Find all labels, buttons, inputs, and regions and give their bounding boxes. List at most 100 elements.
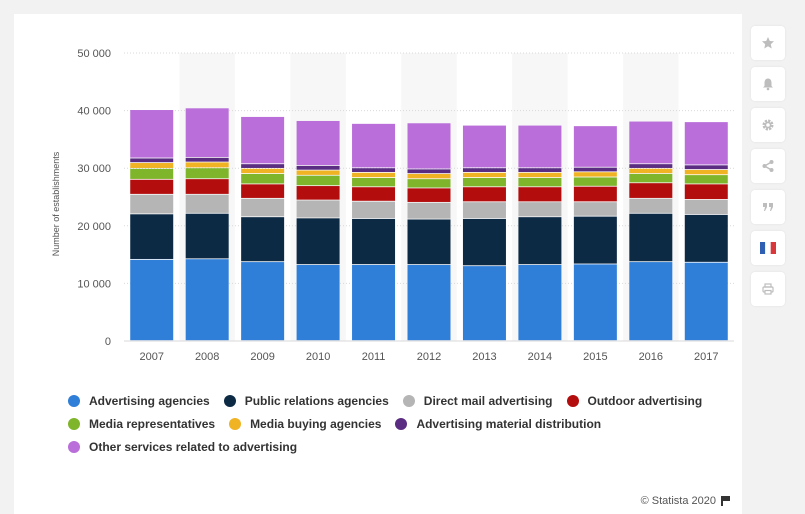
bar-segment[interactable]	[462, 172, 506, 178]
notification-button[interactable]	[751, 67, 785, 101]
bar-segment[interactable]	[518, 187, 562, 202]
bar-segment[interactable]	[573, 202, 617, 216]
bar-segment[interactable]	[684, 184, 728, 200]
legend-item[interactable]: Advertising agencies	[68, 394, 210, 408]
bar-segment[interactable]	[629, 213, 673, 262]
bar-segment[interactable]	[352, 201, 396, 219]
bar-segment[interactable]	[241, 116, 285, 164]
legend-item[interactable]: Media representatives	[68, 417, 215, 431]
bar-segment[interactable]	[185, 168, 229, 179]
bar-segment[interactable]	[629, 262, 673, 341]
bar-segment[interactable]	[352, 187, 396, 201]
bar-segment[interactable]	[185, 259, 229, 341]
bar-segment[interactable]	[573, 264, 617, 341]
bar-segment[interactable]	[130, 163, 174, 168]
legend-item[interactable]: Media buying agencies	[229, 417, 381, 431]
bar-segment[interactable]	[462, 266, 506, 341]
bar-segment[interactable]	[518, 125, 562, 168]
bar-segment[interactable]	[130, 168, 174, 179]
report-flag-icon[interactable]	[721, 496, 730, 506]
bar-segment[interactable]	[407, 179, 451, 188]
legend-item[interactable]: Public relations agencies	[223, 394, 389, 408]
bar-segment[interactable]	[518, 202, 562, 217]
bar-segment[interactable]	[684, 165, 728, 170]
bar-segment[interactable]	[407, 202, 451, 219]
bar-segment[interactable]	[518, 217, 562, 265]
bar-segment[interactable]	[518, 168, 562, 173]
bar-segment[interactable]	[407, 173, 451, 179]
bar-segment[interactable]	[407, 123, 451, 169]
share-button[interactable]	[751, 149, 785, 183]
bar-segment[interactable]	[573, 167, 617, 172]
settings-button[interactable]	[751, 108, 785, 142]
bar-segment[interactable]	[296, 200, 340, 218]
legend-item[interactable]: Other services related to advertising	[68, 440, 297, 454]
bar-segment[interactable]	[684, 214, 728, 262]
bar-segment[interactable]	[407, 264, 451, 341]
bar-segment[interactable]	[241, 198, 285, 217]
bar-segment[interactable]	[462, 202, 506, 219]
bar-segment[interactable]	[407, 169, 451, 174]
bar-segment[interactable]	[296, 165, 340, 170]
bar-segment[interactable]	[296, 264, 340, 341]
bar-segment[interactable]	[352, 264, 396, 341]
legend-item[interactable]: Advertising material distribution	[395, 417, 601, 431]
bar-segment[interactable]	[684, 199, 728, 215]
bar-segment[interactable]	[241, 173, 285, 184]
legend-item[interactable]: Direct mail advertising	[402, 394, 553, 408]
bar-segment[interactable]	[407, 219, 451, 265]
bar-segment[interactable]	[296, 218, 340, 265]
bar-segment[interactable]	[629, 164, 673, 168]
bar-segment[interactable]	[518, 264, 562, 341]
bar-segment[interactable]	[241, 217, 285, 262]
bar-segment[interactable]	[684, 175, 728, 184]
bar-segment[interactable]	[185, 194, 229, 213]
bar-segment[interactable]	[573, 216, 617, 264]
legend-item[interactable]: Outdoor advertising	[566, 394, 702, 408]
bar-segment[interactable]	[573, 172, 617, 177]
favorite-button[interactable]	[751, 26, 785, 60]
bar-segment[interactable]	[241, 262, 285, 341]
footer-credit[interactable]: © Statista 2020	[641, 495, 730, 507]
bar-segment[interactable]	[130, 259, 174, 341]
bar-segment[interactable]	[684, 122, 728, 165]
cite-button[interactable]	[751, 190, 785, 224]
statista-credit-link[interactable]: © Statista 2020	[640, 495, 716, 507]
bar-segment[interactable]	[130, 158, 174, 163]
bar-segment[interactable]	[352, 218, 396, 265]
bar-segment[interactable]	[573, 186, 617, 202]
bar-segment[interactable]	[629, 168, 673, 174]
bar-segment[interactable]	[629, 198, 673, 213]
bar-segment[interactable]	[185, 162, 229, 168]
bar-segment[interactable]	[185, 179, 229, 194]
bar-segment[interactable]	[518, 177, 562, 187]
bar-segment[interactable]	[130, 179, 174, 194]
bar-segment[interactable]	[352, 177, 396, 187]
bar-segment[interactable]	[296, 120, 340, 166]
bar-segment[interactable]	[573, 177, 617, 186]
bar-segment[interactable]	[185, 213, 229, 259]
bar-segment[interactable]	[629, 121, 673, 164]
bar-segment[interactable]	[407, 188, 451, 202]
language-button[interactable]	[751, 231, 785, 265]
bar-segment[interactable]	[573, 126, 617, 167]
bar-segment[interactable]	[130, 214, 174, 259]
bar-segment[interactable]	[629, 183, 673, 198]
bar-segment[interactable]	[241, 164, 285, 168]
bar-segment[interactable]	[462, 187, 506, 202]
bar-segment[interactable]	[130, 110, 174, 158]
bar-segment[interactable]	[296, 186, 340, 200]
bar-segment[interactable]	[352, 168, 396, 173]
bar-segment[interactable]	[185, 157, 229, 162]
bar-segment[interactable]	[130, 194, 174, 214]
bar-segment[interactable]	[462, 177, 506, 187]
bar-segment[interactable]	[462, 218, 506, 266]
bar-segment[interactable]	[241, 168, 285, 174]
bar-segment[interactable]	[352, 123, 396, 168]
bar-segment[interactable]	[462, 168, 506, 173]
bar-segment[interactable]	[684, 262, 728, 341]
bar-segment[interactable]	[462, 125, 506, 168]
bar-segment[interactable]	[352, 172, 396, 178]
print-button[interactable]	[751, 272, 785, 306]
bar-segment[interactable]	[296, 175, 340, 186]
